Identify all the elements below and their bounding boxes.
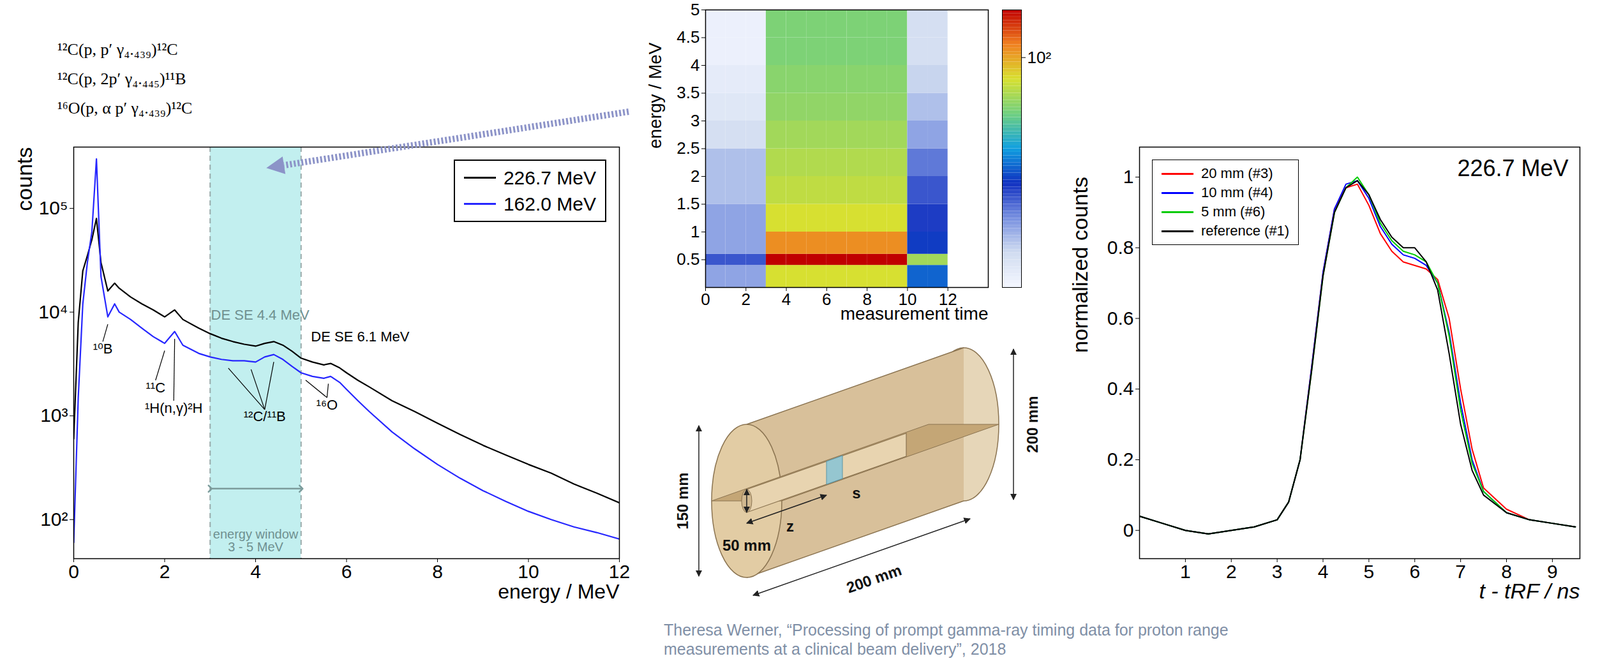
html-text:¹²C(p, p′ γ₄.₄₃₉)¹²C: ¹²C(p, p′ γ₄.₄₃₉)¹²C: [57, 40, 178, 59]
svg-text:z: z: [786, 517, 794, 535]
svg-text:5: 5: [1363, 560, 1375, 583]
svg-text:8: 8: [1501, 560, 1512, 582]
svg-text:50 mm: 50 mm: [722, 536, 771, 554]
svg-text:DE SE 4.4 MeV: DE SE 4.4 MeV: [211, 306, 310, 323]
svg-text:7: 7: [1455, 560, 1466, 583]
svg-text:3: 3: [1271, 560, 1283, 583]
svg-text:8: 8: [862, 289, 872, 309]
svg-text:¹⁰B: ¹⁰B: [93, 340, 113, 357]
svg-text:150 mm: 150 mm: [673, 472, 692, 530]
svg-text:energy / MeV: energy / MeV: [645, 42, 666, 149]
html-text:¹⁶O(p, α p′ γ₄.₄₃₉)¹²C: ¹⁶O(p, α p′ γ₄.₄₃₉)¹²C: [57, 98, 193, 118]
svg-text:energy window3 - 5 MeV: energy window3 - 5 MeV: [213, 527, 299, 554]
svg-text:10³: 10³: [40, 404, 68, 426]
svg-text:energy / MeV: energy / MeV: [497, 580, 620, 604]
svg-text:¹¹C: ¹¹C: [145, 379, 166, 396]
svg-text:0.2: 0.2: [1107, 448, 1135, 470]
svg-text:4: 4: [690, 55, 700, 75]
svg-text:10²: 10²: [1027, 47, 1052, 68]
svg-text:4: 4: [781, 289, 791, 309]
html-text:162.0 MeV: 162.0 MeV: [503, 193, 597, 215]
svg-text:10⁵: 10⁵: [38, 197, 69, 219]
svg-text:6: 6: [1409, 560, 1421, 583]
svg-text:5: 5: [690, 0, 700, 20]
svg-text:0: 0: [68, 560, 80, 583]
svg-text:¹⁶O: ¹⁶O: [316, 396, 339, 413]
svg-text:4.5: 4.5: [676, 27, 700, 47]
svg-text:normalized counts: normalized counts: [1067, 176, 1092, 353]
html-text:Theresa Werner, “Processing of: Theresa Werner, “Processing of prompt ga…: [663, 620, 1229, 658]
svg-text:measurement time: measurement time: [840, 303, 989, 324]
svg-text:2.5: 2.5: [676, 138, 700, 158]
svg-text:3.5: 3.5: [676, 82, 700, 103]
svg-text:1: 1: [1180, 560, 1191, 583]
svg-text:t - tRF / ns: t - tRF / ns: [1478, 578, 1580, 604]
svg-text:counts: counts: [12, 147, 37, 212]
html-text:reference (#1): reference (#1): [1201, 222, 1290, 239]
svg-text:12: 12: [608, 560, 630, 583]
svg-text:10⁴: 10⁴: [38, 301, 68, 323]
svg-text:0.5: 0.5: [676, 249, 700, 269]
svg-text:DE SE 6.1 MeV: DE SE 6.1 MeV: [310, 328, 410, 345]
svg-text:¹H(n,γ)²H: ¹H(n,γ)²H: [144, 400, 203, 417]
html-text:5 mm (#6): 5 mm (#6): [1201, 203, 1266, 220]
svg-text:12: 12: [938, 289, 958, 309]
svg-text:8: 8: [432, 560, 443, 583]
html-text:20 mm (#3): 20 mm (#3): [1201, 165, 1273, 182]
svg-text:2: 2: [690, 166, 700, 186]
svg-text:2: 2: [741, 289, 751, 309]
svg-text:10²: 10²: [40, 508, 68, 530]
svg-text:2: 2: [1226, 560, 1237, 583]
svg-text:1: 1: [690, 222, 700, 242]
svg-text:226.7 MeV: 226.7 MeV: [1457, 155, 1569, 182]
svg-text:4: 4: [1317, 560, 1329, 583]
svg-text:s: s: [852, 484, 861, 502]
svg-text:10: 10: [898, 289, 917, 309]
svg-text:1: 1: [1123, 165, 1135, 187]
svg-text:0: 0: [700, 289, 710, 309]
svg-text:0.4: 0.4: [1107, 377, 1135, 399]
svg-text:0: 0: [1123, 519, 1135, 541]
svg-text:¹²C/¹¹B: ¹²C/¹¹B: [243, 408, 286, 425]
svg-text:200 mm: 200 mm: [1023, 395, 1041, 453]
svg-text:4: 4: [250, 560, 262, 583]
svg-text:6: 6: [341, 560, 353, 583]
svg-text:1.5: 1.5: [676, 194, 700, 214]
svg-text:3: 3: [690, 111, 700, 131]
svg-text:10: 10: [517, 560, 539, 583]
html-text:¹²C(p, 2p′ γ₄.₄₄₅)¹¹B: ¹²C(p, 2p′ γ₄.₄₄₅)¹¹B: [57, 69, 187, 89]
html-text:226.7 MeV: 226.7 MeV: [503, 167, 597, 189]
svg-text:2: 2: [159, 560, 171, 583]
html-text:10 mm (#4): 10 mm (#4): [1201, 184, 1273, 201]
svg-text:9: 9: [1547, 560, 1558, 582]
svg-text:0.8: 0.8: [1107, 236, 1135, 258]
svg-text:6: 6: [822, 289, 831, 309]
svg-text:200 mm: 200 mm: [844, 560, 904, 597]
svg-text:0.6: 0.6: [1107, 307, 1135, 329]
